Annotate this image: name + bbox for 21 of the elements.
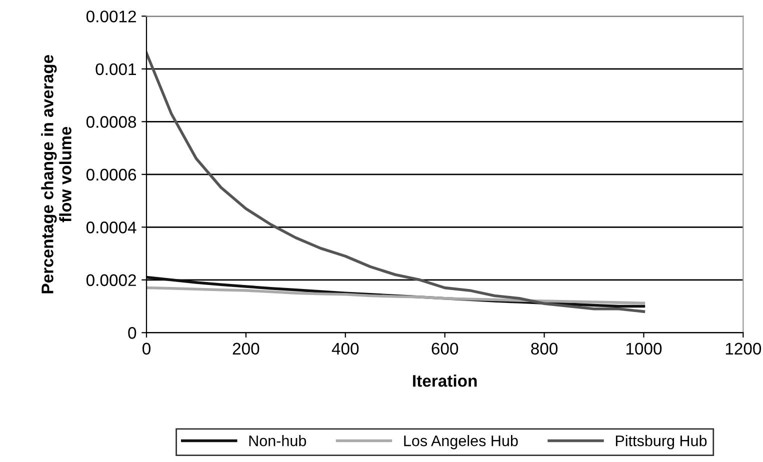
line-series	[146, 52, 646, 313]
legend-label: Los Angeles Hub	[404, 435, 518, 450]
y-tick-label: 0	[128, 327, 136, 339]
y-tick-label: 0.0008	[86, 116, 136, 128]
x-tick-label: 400	[332, 342, 359, 355]
y-tick-label: 0.0002	[86, 274, 136, 286]
x-tick-label: 200	[232, 342, 260, 355]
y-tick-label: 0.0012	[86, 10, 136, 22]
legend-label: Non-hub	[249, 435, 306, 446]
y-axis-title: Percentage change in average flow volume	[41, 55, 72, 294]
x-axis-title: Iteration	[413, 374, 477, 387]
x-tick-label: 0	[142, 342, 150, 355]
x-tick-label: 600	[432, 342, 458, 355]
y-tick-label: 0.0004	[86, 222, 136, 234]
legend-label: Pittsburg Hub	[616, 435, 707, 450]
x-tick-label: 1200	[726, 342, 762, 355]
y-tick-label: 0.001	[96, 63, 136, 76]
x-tick-label: 800	[531, 342, 558, 355]
y-tick-label: 0.0006	[86, 168, 136, 181]
line-series	[146, 286, 646, 304]
x-tick-label: 1000	[626, 342, 662, 355]
